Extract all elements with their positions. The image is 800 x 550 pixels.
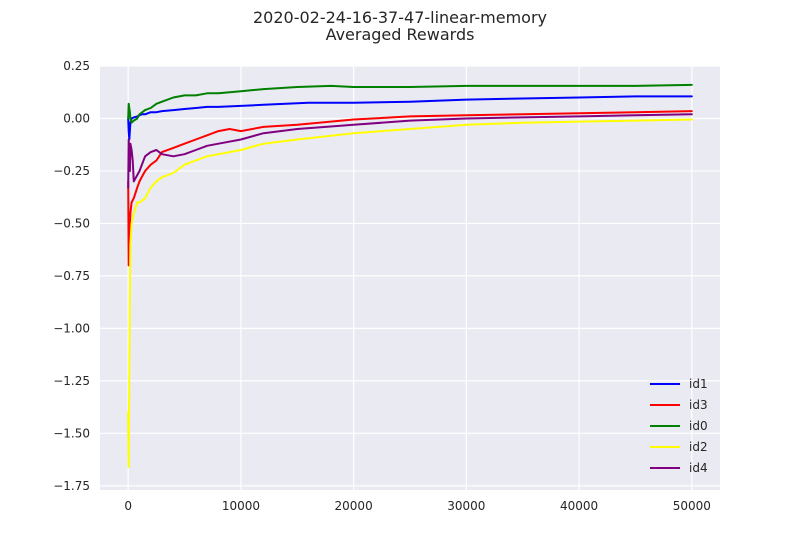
series-line-id0 bbox=[127, 83, 693, 124]
y-tick-label: −1.50 bbox=[53, 426, 90, 440]
y-tick-label: −1.00 bbox=[53, 321, 90, 335]
x-tick-label: 40000 bbox=[560, 499, 598, 513]
legend-label-id4: id4 bbox=[689, 461, 708, 475]
y-tick-label: −1.25 bbox=[53, 374, 90, 388]
x-tick-label: 10000 bbox=[222, 499, 260, 513]
y-tick-label: −1.75 bbox=[53, 479, 90, 493]
series-line-id1 bbox=[127, 95, 693, 141]
y-tick-label: −0.25 bbox=[53, 164, 90, 178]
y-tick-label: −0.75 bbox=[53, 269, 90, 283]
legend-label-id0: id0 bbox=[689, 419, 708, 433]
series-line-id2 bbox=[127, 118, 693, 468]
legend: id1 id3 id0 id2 id4 bbox=[650, 377, 708, 475]
y-tick-label: 0.00 bbox=[63, 111, 90, 125]
y-tick-label: −0.50 bbox=[53, 216, 90, 230]
legend-label-id2: id2 bbox=[689, 440, 708, 454]
series-line-id3 bbox=[127, 110, 693, 267]
x-tick-label: 0 bbox=[124, 499, 132, 513]
series-layer bbox=[127, 83, 693, 468]
legend-label-id1: id1 bbox=[689, 377, 708, 391]
series-line-id4 bbox=[127, 113, 693, 189]
tick-layer: 0.25 0.00 −0.25 −0.50 −0.75 −1.00 −1.25 −1.50 −1… bbox=[53, 59, 711, 513]
x-tick-label: 20000 bbox=[335, 499, 373, 513]
legend-label-id3: id3 bbox=[689, 398, 708, 412]
y-tick-label: 0.25 bbox=[63, 59, 90, 73]
chart-subtitle: Averaged Rewards bbox=[326, 25, 475, 44]
chart-title: 2020-02-24-16-37-47-linear-memory bbox=[253, 8, 547, 27]
x-tick-label: 30000 bbox=[447, 499, 485, 513]
x-tick-label: 50000 bbox=[673, 499, 711, 513]
